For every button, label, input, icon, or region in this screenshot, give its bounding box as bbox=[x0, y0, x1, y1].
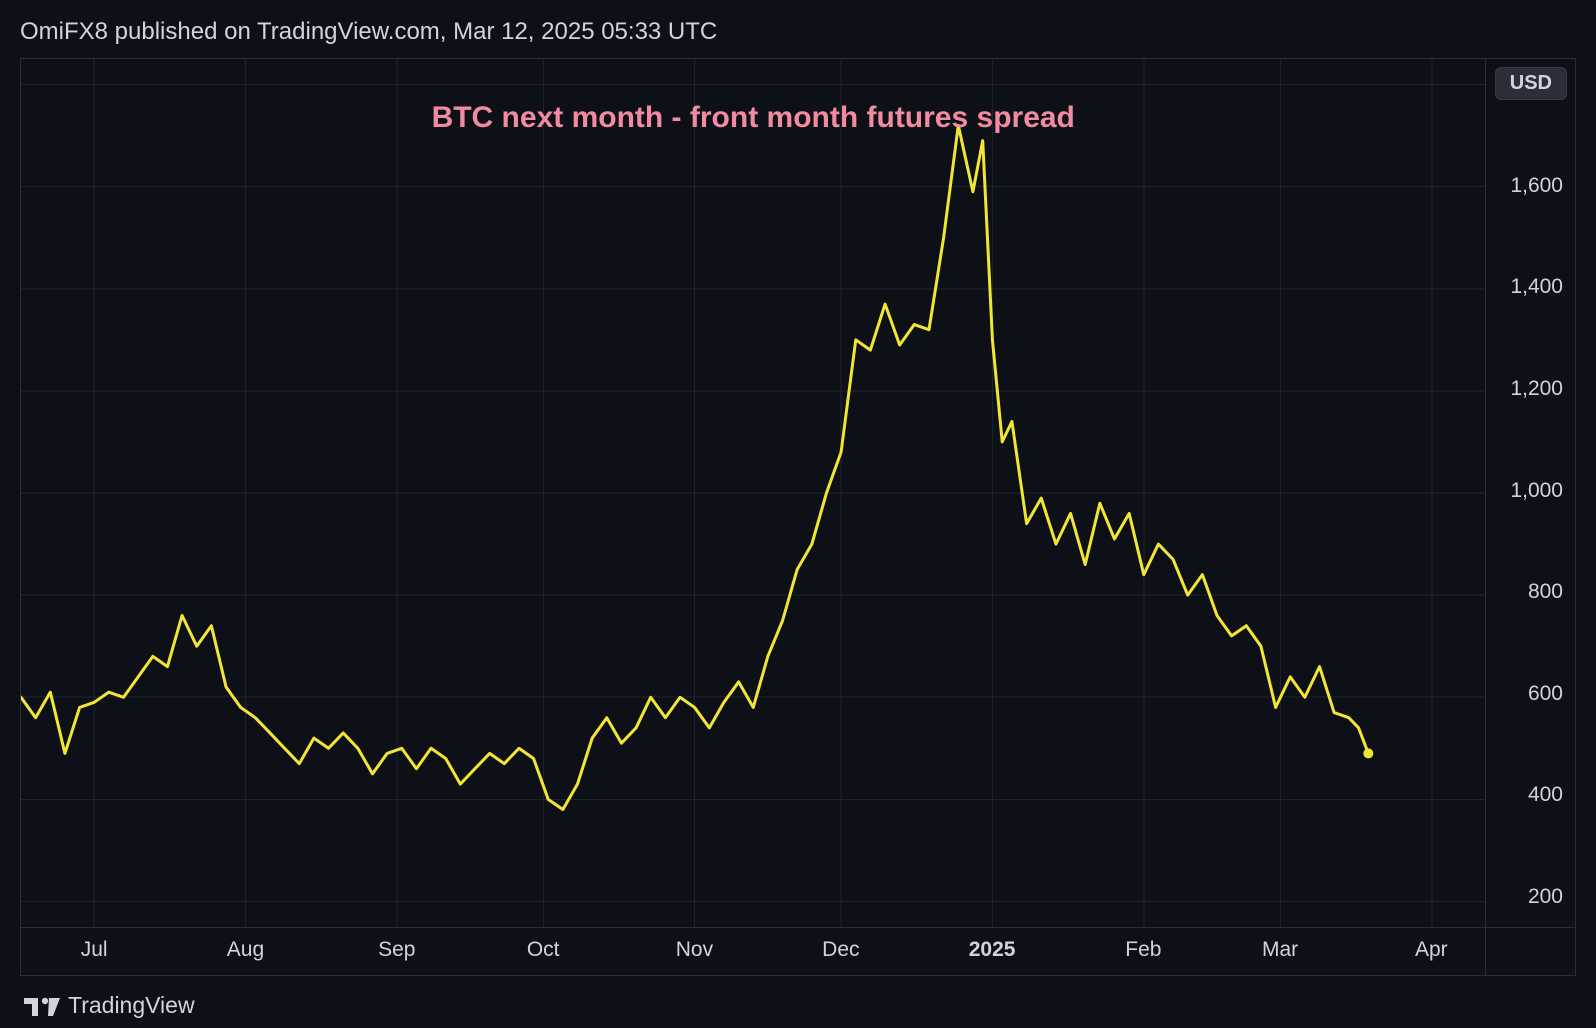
x-tick-label: Dec bbox=[822, 938, 859, 962]
chart-title: BTC next month - front month futures spr… bbox=[432, 101, 1075, 135]
footer: TradingView bbox=[20, 976, 1576, 1023]
y-tick-label: 800 bbox=[1528, 580, 1563, 604]
x-tick-label: Oct bbox=[527, 938, 560, 962]
y-tick-label: 1,000 bbox=[1510, 479, 1563, 503]
x-tick-label: Apr bbox=[1415, 938, 1448, 962]
x-tick-label: Mar bbox=[1262, 938, 1298, 962]
x-tick-label: Jul bbox=[81, 938, 108, 962]
y-tick-label: 1,400 bbox=[1510, 275, 1563, 299]
chart-frame: BTC next month - front month futures spr… bbox=[20, 58, 1576, 976]
last-point-marker bbox=[1363, 748, 1373, 758]
chart-container: OmiFX8 published on TradingView.com, Mar… bbox=[0, 0, 1596, 1028]
x-tick-label: Sep bbox=[378, 938, 415, 962]
plot-area[interactable]: BTC next month - front month futures spr… bbox=[21, 59, 1485, 927]
publish-info: OmiFX8 published on TradingView.com, Mar… bbox=[20, 18, 1576, 46]
y-tick-label: 600 bbox=[1528, 682, 1563, 706]
unit-badge[interactable]: USD bbox=[1495, 67, 1567, 100]
y-axis[interactable]: USD 2004006008001,0001,2001,4001,6001,80… bbox=[1485, 59, 1575, 927]
y-tick-label: 1,600 bbox=[1510, 174, 1563, 198]
x-tick-label: Feb bbox=[1125, 938, 1161, 962]
x-tick-label: 2025 bbox=[969, 938, 1016, 962]
brand-name: TradingView bbox=[68, 992, 195, 1019]
y-tick-label: 200 bbox=[1528, 885, 1563, 909]
x-tick-label: Nov bbox=[676, 938, 713, 962]
y-tick-label: 1,200 bbox=[1510, 377, 1563, 401]
x-tick-label: Aug bbox=[227, 938, 264, 962]
chart-svg bbox=[21, 59, 1485, 927]
y-tick-label: 400 bbox=[1528, 783, 1563, 807]
tradingview-logo-icon bbox=[24, 996, 60, 1016]
x-axis[interactable]: Jul Aug Sep Oct Nov Dec 2025 Feb Mar Apr bbox=[21, 927, 1575, 975]
